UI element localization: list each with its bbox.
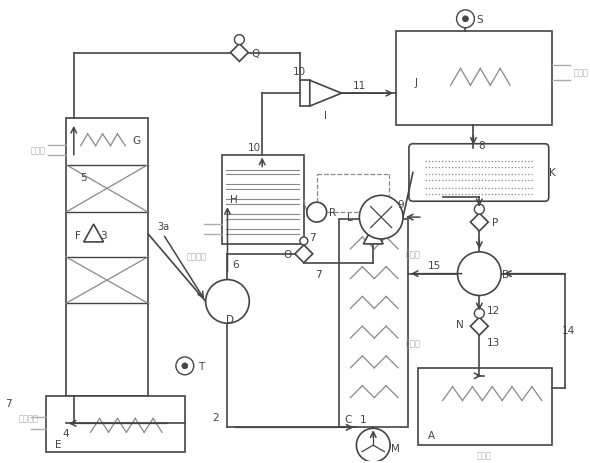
Text: Q: Q [251, 49, 260, 58]
Text: 3a: 3a [157, 222, 169, 232]
Bar [339, 219, 408, 427]
Text: 14: 14 [562, 325, 575, 335]
Text: 7: 7 [309, 232, 316, 243]
Circle shape [359, 196, 403, 239]
Circle shape [182, 363, 188, 369]
Bar [221, 155, 304, 244]
Text: J: J [414, 78, 417, 88]
Circle shape [457, 252, 501, 296]
Text: A: A [428, 430, 435, 440]
Text: 2: 2 [212, 413, 219, 423]
Text: 13: 13 [487, 338, 500, 347]
Text: B: B [502, 269, 509, 279]
Text: 12: 12 [487, 306, 500, 316]
Text: 4: 4 [63, 428, 69, 438]
Text: L: L [346, 213, 352, 223]
Text: 冷却水: 冷却水 [31, 146, 45, 155]
Text: 10: 10 [248, 143, 261, 152]
Text: M: M [391, 443, 399, 453]
Text: 1: 1 [360, 414, 366, 425]
Text: 冷却水: 冷却水 [405, 339, 421, 348]
Text: S: S [476, 15, 483, 25]
Text: F: F [75, 231, 81, 240]
Bar [300, 81, 310, 107]
Circle shape [356, 428, 390, 462]
Text: 11: 11 [353, 81, 366, 91]
Text: 冷媒水: 冷媒水 [477, 450, 492, 460]
Polygon shape [295, 245, 313, 263]
Text: 7: 7 [316, 269, 322, 279]
Text: 7: 7 [5, 398, 12, 407]
Polygon shape [470, 214, 489, 232]
Text: E: E [55, 439, 61, 449]
Text: K: K [549, 168, 556, 178]
Text: 5: 5 [80, 173, 87, 183]
Circle shape [463, 17, 468, 23]
Circle shape [300, 238, 308, 245]
Text: 6: 6 [232, 259, 239, 269]
Circle shape [234, 36, 244, 45]
Polygon shape [470, 318, 489, 335]
Circle shape [474, 205, 484, 215]
Text: 冷却水: 冷却水 [405, 250, 421, 259]
Text: G: G [132, 136, 140, 145]
Text: 15: 15 [428, 260, 441, 270]
Polygon shape [363, 226, 383, 244]
Polygon shape [84, 225, 103, 243]
Bar [418, 368, 552, 445]
Text: H: H [230, 195, 237, 205]
Text: 9: 9 [398, 200, 404, 210]
Polygon shape [310, 81, 342, 107]
Text: 10: 10 [293, 67, 306, 77]
Bar [46, 396, 185, 452]
Text: D: D [227, 314, 234, 325]
Text: I: I [324, 111, 327, 121]
Circle shape [206, 280, 250, 324]
Text: P: P [492, 218, 499, 228]
Text: R: R [329, 208, 336, 218]
Bar [396, 31, 552, 125]
FancyBboxPatch shape [409, 144, 549, 202]
Text: 8: 8 [478, 140, 484, 150]
Polygon shape [231, 44, 248, 63]
Text: 热源流体: 热源流体 [187, 252, 206, 261]
Text: T: T [198, 361, 204, 371]
Text: N: N [455, 319, 463, 330]
Text: O: O [284, 249, 292, 259]
Circle shape [474, 309, 484, 319]
Circle shape [307, 203, 327, 223]
Bar [66, 119, 148, 396]
Text: 冷却水: 冷却水 [574, 69, 589, 78]
Circle shape [176, 357, 194, 375]
Text: 热源流体: 热源流体 [18, 413, 38, 422]
Text: C: C [345, 414, 352, 425]
Circle shape [457, 11, 474, 29]
Text: 3: 3 [100, 231, 107, 240]
